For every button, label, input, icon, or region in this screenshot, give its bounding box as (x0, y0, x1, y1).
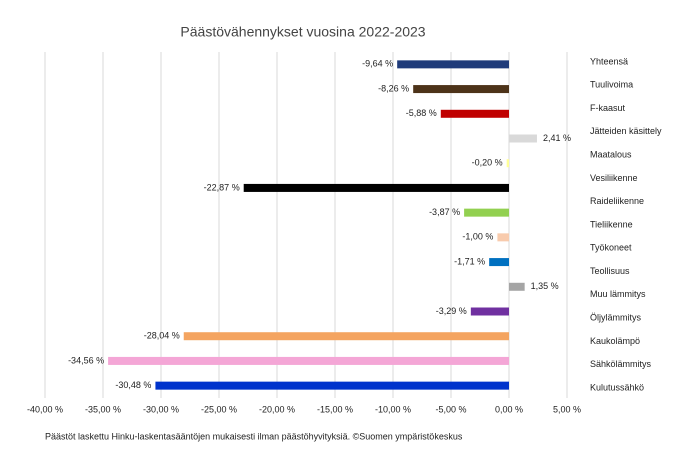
x-tick-label: 0,00 % (495, 404, 523, 414)
bar (108, 356, 509, 365)
bar (464, 208, 509, 217)
category-label: Vesiliikenne (590, 173, 638, 183)
x-tick-label: -20,00 % (259, 404, 295, 414)
category-label: Tieliikenne (590, 219, 633, 229)
value-label: -8,26 % (378, 83, 409, 93)
category-label: Kaukolämpö (590, 336, 640, 346)
category-label: Kulutussähkö (590, 382, 644, 392)
x-tick-label: -40,00 % (27, 404, 63, 414)
category-label: Sähkölämmitys (590, 359, 652, 369)
bar (397, 60, 509, 69)
category-label: Maatalous (590, 150, 632, 160)
bar (497, 233, 509, 242)
bar (440, 109, 509, 118)
value-label: 1,35 % (531, 281, 559, 291)
bar (509, 282, 525, 291)
value-label: -30,48 % (115, 380, 151, 390)
value-label: -22,87 % (204, 182, 240, 192)
footnote: Päästöt laskettu Hinku-laskentasääntöjen… (45, 431, 463, 441)
value-label: -34,56 % (68, 355, 104, 365)
category-label: F-kaasut (590, 103, 626, 113)
value-label: -1,00 % (462, 232, 493, 242)
bar (413, 85, 509, 94)
value-label: -0,20 % (472, 158, 503, 168)
x-tick-label: -15,00 % (317, 404, 353, 414)
x-tick-label: 5,00 % (553, 404, 581, 414)
x-tick-label: -25,00 % (201, 404, 237, 414)
value-label: 2,41 % (543, 133, 571, 143)
chart-title: Päästövähennykset vuosina 2022-2023 (180, 24, 425, 40)
x-tick-label: -10,00 % (375, 404, 411, 414)
bar (506, 159, 509, 168)
value-label: -1,71 % (454, 256, 485, 266)
bar (470, 307, 509, 316)
category-label: Tuulivoima (590, 80, 633, 90)
category-label: Öljylämmitys (590, 313, 641, 323)
category-label: Jätteiden käsittely (590, 126, 662, 136)
value-label: -9,64 % (362, 59, 393, 69)
x-tick-label: -5,00 % (435, 404, 466, 414)
bar (155, 381, 509, 390)
category-label: Yhteensä (590, 56, 628, 66)
value-label: -3,87 % (429, 207, 460, 217)
category-label: Raideliikenne (590, 196, 644, 206)
value-label: -3,29 % (436, 306, 467, 316)
value-label: -5,88 % (406, 108, 437, 118)
value-label: -28,04 % (144, 331, 180, 341)
bar (489, 258, 509, 267)
bar (509, 134, 537, 143)
category-label: Työkoneet (590, 243, 632, 253)
bar (243, 183, 509, 192)
category-label: Teollisuus (590, 266, 630, 276)
bar (183, 332, 509, 341)
x-tick-label: -35,00 % (85, 404, 121, 414)
x-tick-label: -30,00 % (143, 404, 179, 414)
category-label: Muu lämmitys (590, 289, 646, 299)
